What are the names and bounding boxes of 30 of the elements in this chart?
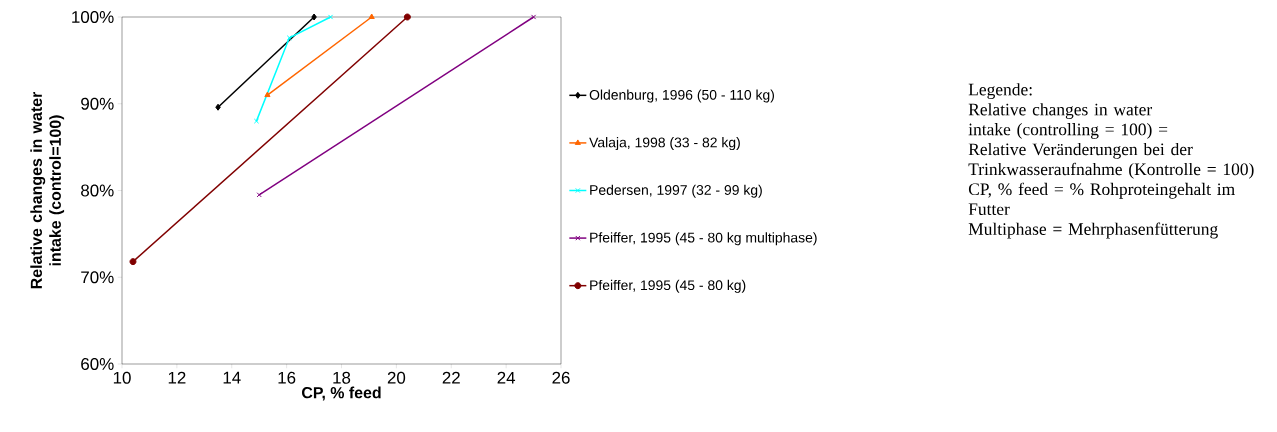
x-tick-label: 24	[497, 371, 516, 384]
text: CP, % feed = % Rohproteingehalt im Futter	[968, 182, 1235, 216]
x-tick-label: 10	[113, 371, 131, 384]
legend-label: Pfeiffer, 1995 (45 - 80 kg multiphase)	[590, 232, 817, 246]
x-tick-label: 16	[278, 371, 296, 384]
x-tick-label: 20	[387, 371, 406, 384]
text: Relative changes in water intake (controlling = 100) = Relative Veränderungen bei der Trinkwasseraufnahme (Kontrolle = 100)	[968, 103, 1254, 179]
legend-label: Oldenburg, 1996 (50 - 110 kg)	[589, 89, 774, 103]
y-tick-label: 80%	[81, 184, 114, 197]
point	[286, 35, 292, 41]
legend-label: Pfeiffer, 1995 (45 - 80 kg)	[590, 279, 746, 293]
x-tick-label: 22	[442, 371, 460, 384]
point	[403, 13, 411, 21]
y-tick-label: 90%	[81, 97, 114, 110]
y-axis-title: Relative changes in water intake (control=100)	[30, 91, 65, 289]
x-tick-label: 14	[223, 371, 241, 384]
point	[215, 103, 221, 111]
point	[311, 13, 317, 21]
x-axis-title: CP, % feed	[302, 386, 381, 401]
y-tick-label: 70%	[81, 271, 114, 284]
y-tick-label: 60%	[81, 358, 114, 370]
text: Legende:	[968, 83, 1032, 100]
x-tick-label: 26	[552, 371, 570, 384]
legend-label: Valaja, 1998 (33 - 82 kg)	[589, 137, 740, 151]
point	[129, 258, 137, 266]
x-tick-label: 18	[333, 371, 351, 384]
text: Multiphase = Mehrphasenfütterung	[968, 222, 1218, 239]
x-tick-label: 12	[168, 371, 186, 384]
y-tick-label: 100%	[72, 11, 114, 23]
legend-label: Pedersen, 1997 (32 - 99 kg)	[590, 184, 762, 198]
